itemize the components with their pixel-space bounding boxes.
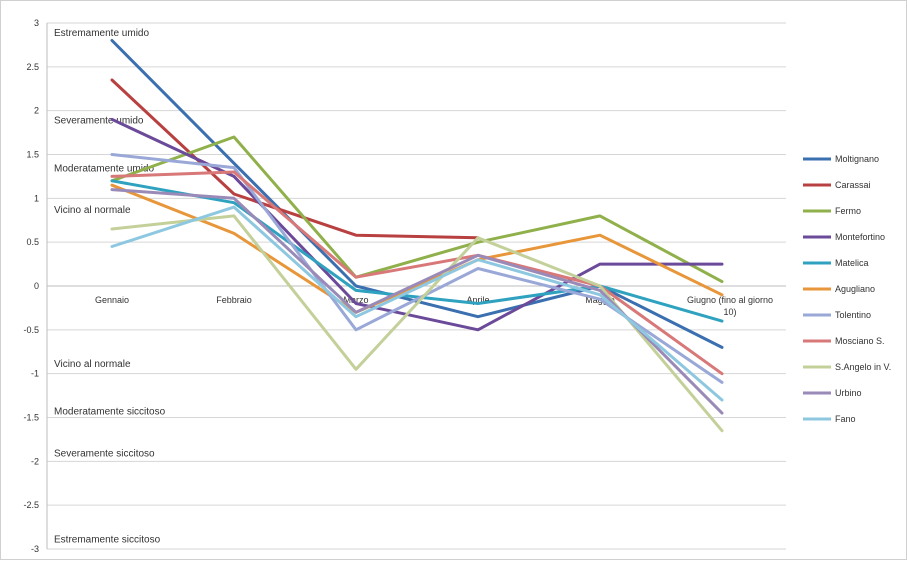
zone-annotation: Estremamente siccitoso (54, 534, 161, 545)
series-line-matelica (110, 179, 724, 323)
x-category-label: Gennaio (95, 295, 129, 305)
zone-annotation: Severamente siccitoso (54, 449, 155, 460)
y-tick-label: 2.5 (26, 62, 39, 72)
y-tick-label: -2 (31, 456, 39, 466)
y-tick-label: 3 (34, 18, 39, 28)
series-lines (110, 39, 724, 433)
legend: Moltignano Carassai Fermo Montefortino Matel… (803, 154, 891, 424)
series-line-fermo (110, 135, 724, 284)
series-line-tolentino (110, 153, 724, 384)
zone-annotation: Severamente umido (54, 115, 144, 126)
x-category-label: Febbraio (216, 295, 252, 305)
series-line-s-angelo-in-v (110, 214, 724, 433)
y-tick-label: -3 (31, 544, 39, 554)
legend-label: Tolentino (835, 310, 871, 320)
legend-label: Montefortino (835, 232, 885, 242)
y-tick-label: -1.5 (23, 413, 39, 423)
y-tick-label: -1 (31, 369, 39, 379)
legend-label: Urbino (835, 388, 862, 398)
y-tick-label: 2 (34, 106, 39, 116)
x-category-label: Marzo (343, 295, 368, 305)
legend-label: Agugliano (835, 284, 875, 294)
y-tick-label: 1.5 (26, 150, 39, 160)
zone-annotation: Vicino al normale (54, 359, 131, 370)
y-axis-tick-labels: 3 2.5 2 1.5 1 0.5 0 -0.5 -1 -1.5 -2 -2.5 -3 (23, 18, 39, 554)
y-tick-label: 1 (34, 193, 39, 203)
legend-label: Fano (835, 414, 856, 424)
legend-label: S.Angelo in V. (835, 362, 891, 372)
series-line-mosciano-s (110, 170, 724, 376)
x-category-label: Aprile (466, 295, 489, 305)
series-line-agugliano (110, 183, 724, 314)
legend-label: Mosciano S. (835, 336, 885, 346)
y-tick-label: -0.5 (23, 325, 39, 335)
legend-label: Fermo (835, 206, 861, 216)
zone-annotation: Moderatamente umido (54, 164, 154, 175)
y-tick-label: 0 (34, 281, 39, 291)
gridlines (46, 22, 786, 550)
legend-label: Matelica (835, 258, 869, 268)
series-line-carassai (110, 78, 480, 240)
legend-label: Carassai (835, 180, 871, 190)
x-category-label: Giugno (fino al giorno 10) (687, 295, 773, 317)
y-tick-label: 0.5 (26, 237, 39, 247)
zone-annotation: Estremamente umido (54, 28, 149, 39)
y-tick-label: -2.5 (23, 500, 39, 510)
zone-annotations: Estremamente umido Severamente umido Moder… (54, 28, 166, 546)
series-line-fano (110, 205, 724, 402)
legend-label: Moltignano (835, 154, 879, 164)
zone-annotation: Vicino al normale (54, 205, 131, 216)
zone-annotation: Moderatamente siccitoso (54, 406, 166, 417)
